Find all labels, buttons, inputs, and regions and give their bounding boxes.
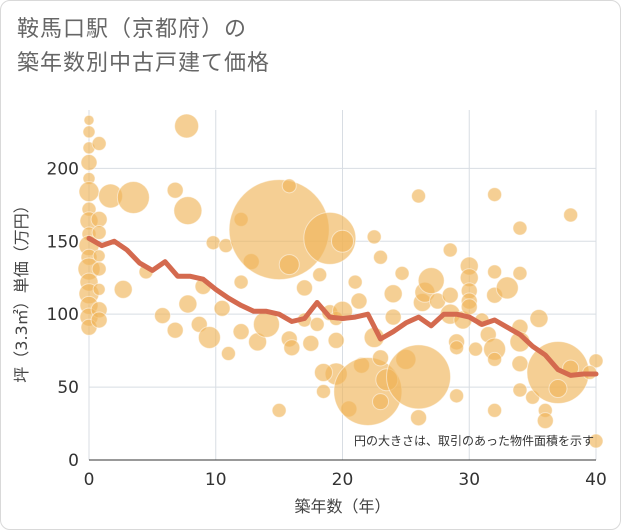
data-bubble [91,225,107,240]
data-bubble [166,321,184,339]
data-bubble [92,249,106,263]
data-bubble [278,254,300,276]
data-bubble [80,154,98,171]
data-bubble [442,242,458,258]
data-bubble [233,274,249,290]
data-bubble [417,267,445,295]
data-bubble [487,187,503,203]
data-bubble [449,388,465,404]
bubble-layer [77,113,604,449]
data-bubble [197,326,221,349]
data-bubble [441,286,459,304]
data-bubble [495,276,519,300]
data-bubble [91,261,107,277]
data-bubble [536,412,554,430]
data-bubble [83,114,95,126]
data-bubble [116,181,150,214]
data-bubble [91,136,107,152]
data-bubble [487,402,503,418]
data-bubble [309,316,325,332]
data-bubble [588,433,604,449]
data-bubble [366,229,382,245]
chart-title: 鞍馬口駅（京都府）の 築年数別中古戸建て価格 [17,13,577,81]
data-bubble [511,355,529,373]
y-tick-label: 0 [68,451,79,471]
data-bubble [394,265,410,281]
data-bubble [82,125,96,139]
data-bubble [372,349,390,367]
data-bubble [411,188,427,204]
data-bubble [154,307,172,325]
data-bubble [113,279,133,299]
data-bubble [327,331,345,349]
x-tick-label: 30 [458,470,480,490]
data-bubble [220,346,236,362]
y-tick-label: 150 [47,232,79,252]
data-bubble [512,382,528,398]
y-axis-label: 坪（3.3㎡）単価（万円） [12,197,31,382]
size-annotation: 円の大きさは、取引のあった物件面積を示す [354,433,594,448]
title-line-1: 鞍馬口駅（京都府）の [17,17,248,42]
data-bubble [315,383,331,399]
x-tick-label: 40 [585,470,607,490]
data-bubble [386,344,452,410]
data-bubble [173,196,203,226]
x-tick-label: 10 [205,470,227,490]
data-bubble [347,274,363,290]
data-bubble [384,308,402,326]
trend-line [86,235,599,378]
data-bubble [205,235,221,251]
data-bubble [90,210,108,228]
data-bubble [78,181,100,203]
y-tick-label: 200 [47,159,79,179]
data-bubble [529,309,549,329]
data-bubble [487,351,503,367]
data-bubble [588,353,604,369]
data-bubble [372,393,390,411]
data-bubble [563,207,579,223]
data-bubble [302,334,320,352]
data-bubble [350,292,368,310]
axes: 0 10 20 30 40 0 50 100 150 200 [47,159,607,490]
x-tick-label: 0 [84,470,95,490]
data-bubble [449,340,465,356]
data-bubble [548,379,568,399]
data-bubble [178,294,198,314]
data-bubble [383,284,403,304]
x-axis-label: 築年数（年） [294,497,390,516]
data-bubble [512,220,528,236]
x-tick-label: 20 [332,470,354,490]
data-bubble [460,298,478,316]
data-bubble [283,339,301,357]
y-tick-label: 50 [57,378,79,398]
data-bubble [92,282,106,296]
data-bubble [331,229,354,253]
data-bubble [313,363,333,382]
data-bubble [174,113,200,139]
data-bubble [373,249,389,265]
data-bubble [90,311,108,329]
data-bubble [410,409,428,427]
data-bubble [312,267,328,283]
data-bubble [166,181,184,199]
title-line-2: 築年数別中古戸建て価格 [17,51,271,76]
data-bubble [468,341,484,357]
data-bubble [487,264,503,280]
data-bubble [213,299,231,317]
data-bubble [232,323,250,341]
data-bubble [512,265,528,281]
data-bubble [295,279,313,297]
data-bubble [271,402,287,418]
y-tick-label: 100 [47,305,79,325]
data-bubble [281,178,297,194]
